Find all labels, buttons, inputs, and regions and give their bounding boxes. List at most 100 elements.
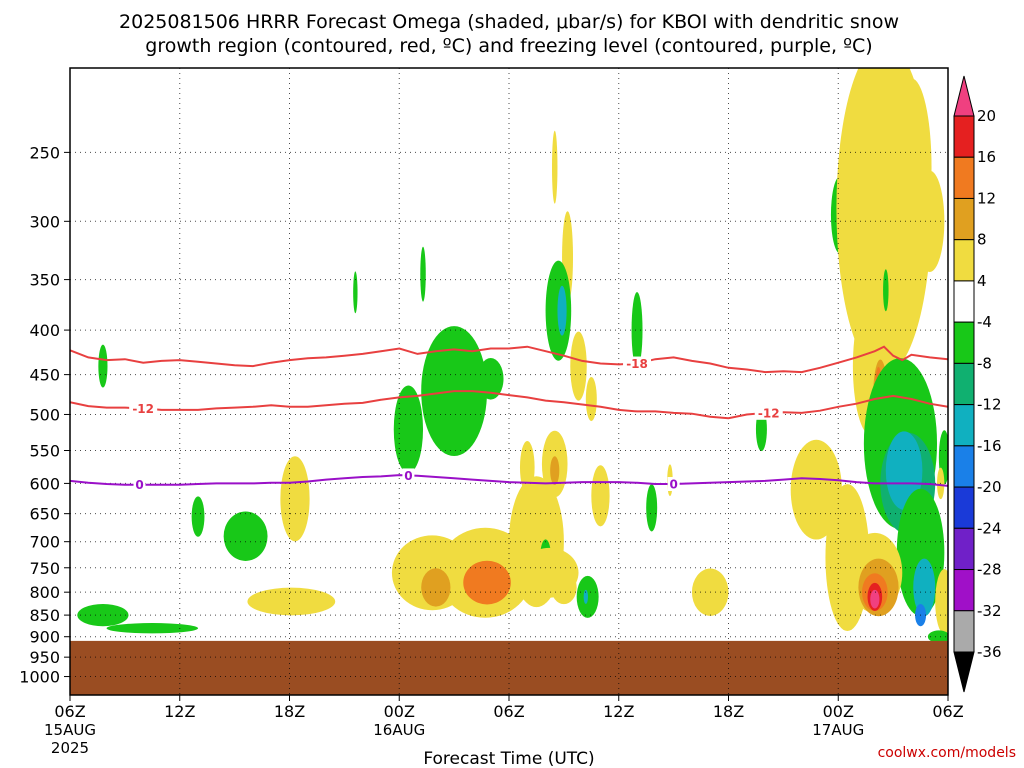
- omega-cell-0: [77, 603, 129, 627]
- contour-label-bg-0-0: [133, 477, 146, 492]
- omega-cell-5: [247, 587, 336, 616]
- omega-cell-1: [106, 623, 199, 634]
- colorbar-label-2: 12: [977, 189, 996, 207]
- y-tick-label-250: 250: [29, 143, 60, 162]
- colorbar-label-6: -8: [977, 354, 992, 372]
- omega-cell-23: [570, 331, 587, 401]
- contour-line-0: [70, 474, 948, 487]
- contour-label--18-0: -18: [626, 357, 648, 371]
- colorbar-label-4: 4: [977, 272, 987, 290]
- y-tick-label-900: 900: [29, 628, 60, 647]
- colorbar-label-0: 20: [977, 107, 996, 125]
- omega-shading: [77, 68, 948, 644]
- y-tick-label-950: 950: [29, 648, 60, 667]
- colorbar-top-triangle: [953, 75, 975, 117]
- x-tick-label-5: 12Z: [603, 702, 634, 721]
- colorbar-label-10: -24: [977, 519, 1002, 537]
- omega-cell-22: [557, 285, 567, 336]
- contour-label-bg-0-3: [667, 477, 680, 492]
- colorbar-bottom-triangle: [953, 651, 975, 693]
- x-tick-label-0: 06Z: [54, 702, 85, 721]
- title-line-2: growth region (contoured, red, ºC) and f…: [145, 35, 872, 57]
- colorbar-label-1: 16: [977, 148, 996, 166]
- y-tick-label-600: 600: [29, 474, 60, 493]
- colorbar-segment-12: [953, 610, 975, 653]
- colorbar-segment-6: [953, 362, 975, 406]
- colorbar-label-9: -20: [977, 478, 1002, 496]
- ground-below-surface: [70, 640, 948, 695]
- omega-cell-34: [646, 484, 658, 532]
- y-tick-label-750: 750: [29, 559, 60, 578]
- x-tick-label-6: 18Z: [713, 702, 744, 721]
- colorbar-segment-1: [953, 156, 975, 199]
- omega-cell-46: [915, 170, 945, 273]
- colorbar-label-7: -12: [977, 396, 1002, 414]
- contour-line--12: [70, 390, 948, 420]
- colorbar-label-5: -4: [977, 313, 992, 331]
- colorbar: 20 16 12 8 4 -4 -8 -12 -16 -20 -24 -28 -32 -36: [953, 75, 1002, 693]
- contours: -18 -12 0 -12 0 0: [70, 345, 948, 492]
- x-tick-label-2: 18Z: [274, 702, 305, 721]
- colorbar-segment-3: [953, 239, 975, 282]
- colorbar-segment-4: [953, 280, 975, 323]
- omega-cell-54: [885, 431, 923, 510]
- y-tick-label-550: 550: [29, 442, 60, 461]
- title-line-1: 2025081506 HRRR Forecast Omega (shaded, …: [119, 11, 899, 33]
- y-tick-label-700: 700: [29, 533, 60, 552]
- colorbar-segment-8: [953, 445, 975, 488]
- omega-cell-58: [913, 558, 936, 617]
- omega-cell-19: [551, 130, 558, 204]
- omega-cell-38: [790, 439, 842, 540]
- colorbar-label-11: -28: [977, 561, 1002, 579]
- omega-cell-6: [280, 456, 310, 542]
- y-tick-label-850: 850: [29, 606, 60, 625]
- colorbar-label-12: -32: [977, 602, 1002, 620]
- omega-cell-29: [585, 376, 597, 422]
- omega-cell-18: [519, 440, 535, 494]
- contour-label-bg--18-0: [623, 356, 652, 371]
- contour-label--12-1: -12: [758, 406, 780, 420]
- contour-label-bg--12-0: [129, 401, 158, 416]
- contour-label-0-0: 0: [135, 478, 143, 492]
- y-tick-label-350: 350: [29, 271, 60, 290]
- omega-cell-2: [98, 344, 108, 388]
- axes: 250 300 350 400 450 500 550 600 650 700 750 800 850 9…: [19, 67, 964, 757]
- omega-cell-9: [477, 358, 504, 400]
- omega-cell-7: [393, 385, 424, 474]
- contour-line--18: [70, 345, 948, 374]
- credit-text: coolwx.com/models: [878, 745, 1016, 761]
- x-tick-date-0: 15AUG: [44, 721, 96, 739]
- omega-cell-32: [353, 271, 358, 314]
- chart-title: 2025081506 HRRR Forecast Omega (shaded, …: [119, 11, 899, 57]
- colorbar-segment-5: [953, 321, 975, 364]
- contour-label-0-3: 0: [669, 478, 677, 492]
- x-tick-label-3: 00Z: [384, 702, 415, 721]
- omega-cell-30: [591, 465, 610, 527]
- y-tick-label-300: 300: [29, 212, 60, 231]
- y-tick-label-1000: 1000: [19, 668, 60, 687]
- colorbar-segment-10: [953, 527, 975, 571]
- colorbar-segment-11: [953, 569, 975, 612]
- x-axis-label: Forecast Time (UTC): [423, 749, 594, 768]
- omega-cell-3: [191, 496, 205, 537]
- x-tick-label-8: 06Z: [932, 702, 963, 721]
- colorbar-segment-0: [953, 115, 975, 158]
- omega-cell-15: [479, 572, 499, 593]
- omega-cell-31: [631, 292, 643, 369]
- omega-cell-47: [883, 269, 889, 312]
- colorbar-segment-9: [953, 486, 975, 529]
- x-tick-date-3: 16AUG: [373, 721, 425, 739]
- omega-cell-28: [583, 589, 589, 604]
- colorbar-label-8: -16: [977, 437, 1002, 455]
- colorbar-segment-2: [953, 197, 975, 241]
- y-tick-label-400: 400: [29, 321, 60, 340]
- x-tick-label-1: 12Z: [164, 702, 195, 721]
- x-tick-year-0: 2025: [51, 739, 89, 757]
- y-tick-label-800: 800: [29, 583, 60, 602]
- omega-cell-65: [935, 569, 948, 634]
- contour-label-0-2: 0: [404, 469, 412, 483]
- omega-cell-26: [551, 570, 577, 605]
- x-tick-date-7: 17AUG: [812, 721, 864, 739]
- colorbar-label-13: -36: [977, 643, 1002, 661]
